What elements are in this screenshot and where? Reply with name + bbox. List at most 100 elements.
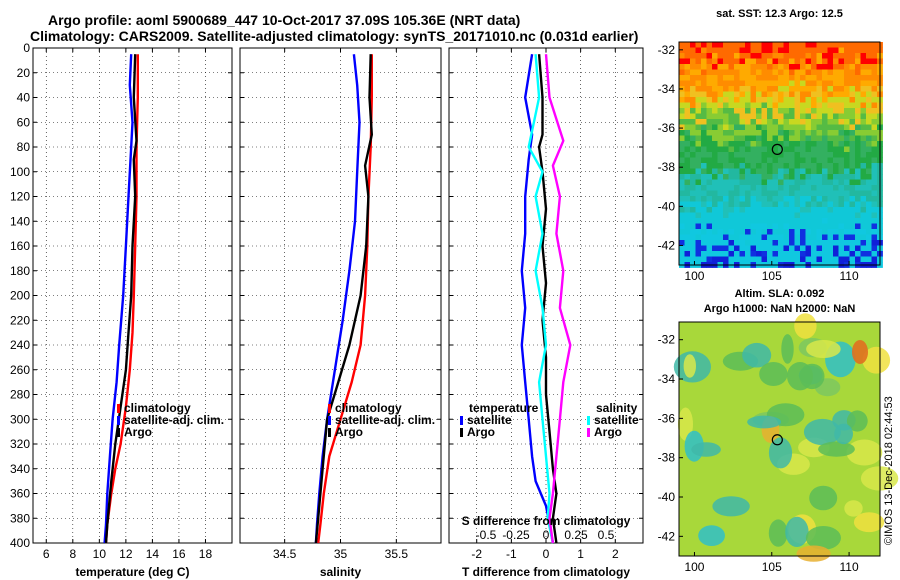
- map-cell: [816, 240, 823, 246]
- map-cell: [701, 152, 707, 158]
- map-x-tick-label: 100: [684, 269, 704, 283]
- map-cell: [871, 141, 878, 147]
- map-cell: [701, 91, 707, 98]
- map-cell: [745, 223, 751, 230]
- map-cell: [789, 212, 795, 219]
- map-cell: [816, 223, 823, 230]
- map-cell: [739, 69, 746, 76]
- map-cell: [701, 69, 707, 76]
- map-cell: [860, 163, 867, 169]
- map-cell: [844, 190, 850, 197]
- map-cell: [739, 240, 746, 246]
- map-cell: [772, 179, 779, 186]
- map-cell: [745, 240, 751, 246]
- map-cell: [800, 212, 806, 219]
- map-cell: [860, 141, 867, 147]
- map-cell: [866, 119, 872, 125]
- map-cell: [761, 179, 768, 186]
- map-cell: [871, 130, 878, 136]
- map-cell: [734, 245, 740, 252]
- map-cell: [690, 102, 696, 109]
- map-cell: [723, 185, 729, 191]
- map-cell: [728, 245, 735, 252]
- map-cell: [811, 64, 817, 70]
- map-cell: [811, 234, 817, 241]
- map-cell: [750, 86, 757, 92]
- map-cell: [767, 91, 773, 98]
- map-cell: [816, 64, 823, 70]
- map-cell: [838, 69, 845, 76]
- map-cell: [750, 102, 757, 109]
- map-cell: [761, 69, 768, 76]
- map-cell: [690, 91, 696, 98]
- map-cell: [701, 251, 707, 257]
- map-cell: [789, 179, 795, 186]
- map-cell: [838, 108, 845, 114]
- map-cell: [800, 80, 806, 87]
- map-cell: [849, 80, 856, 87]
- map-cell: [822, 135, 828, 142]
- map-cell: [805, 168, 812, 175]
- map-cell: [855, 97, 861, 103]
- map-cell: [849, 185, 856, 191]
- map-cell: [789, 75, 795, 81]
- map-cell: [822, 64, 828, 70]
- map-cell: [794, 80, 801, 87]
- map-cell: [800, 58, 806, 65]
- map-cell: [717, 240, 724, 246]
- map-cell: [717, 47, 724, 54]
- map-cell: [833, 251, 839, 257]
- legend-label: Argo: [467, 425, 495, 439]
- map-cell: [838, 42, 845, 48]
- map-cell: [849, 108, 856, 114]
- map-cell: [838, 201, 845, 208]
- map-cell: [855, 201, 861, 208]
- map-cell: [822, 130, 828, 136]
- map-cell: [860, 174, 867, 180]
- map-cell: [800, 97, 806, 103]
- map-cell: [844, 130, 850, 136]
- map-cell: [717, 201, 724, 208]
- map-cell: [805, 223, 812, 230]
- map-cell: [750, 108, 757, 114]
- map-cell: [679, 174, 685, 180]
- map-cell: [805, 64, 812, 70]
- map-cell: [866, 185, 872, 191]
- legend-swatch: [587, 428, 590, 437]
- map-cell: [717, 223, 724, 230]
- map-cell: [844, 251, 850, 257]
- map-cell: [695, 251, 702, 257]
- map-cell: [871, 190, 878, 197]
- map-cell: [822, 207, 828, 213]
- map-cell: [866, 91, 872, 98]
- map-cell: [822, 146, 828, 153]
- map-cell: [849, 91, 856, 98]
- map-cells: [673, 313, 899, 562]
- map-cell: [789, 245, 795, 252]
- map-cell: [728, 69, 735, 76]
- map-cell: [684, 53, 691, 59]
- map-cell: [822, 80, 828, 87]
- map-cell: [800, 245, 806, 252]
- map-cell: [805, 212, 812, 219]
- map-cell: [871, 256, 878, 263]
- map-cell: [849, 190, 856, 197]
- map-cell: [695, 163, 702, 169]
- map-cell: [701, 168, 707, 175]
- map-cell: [695, 102, 702, 109]
- map-cell: [728, 108, 735, 114]
- map-cell: [827, 152, 834, 158]
- map-cell: [684, 218, 691, 224]
- map-cell: [767, 86, 773, 92]
- map-cell: [701, 157, 707, 164]
- map-cell: [701, 212, 707, 219]
- map-cell: [695, 179, 702, 186]
- map-blob: [691, 442, 721, 457]
- map-cell: [860, 185, 867, 191]
- map-cell: [761, 212, 768, 219]
- map-cell: [761, 174, 768, 180]
- map-cell: [750, 240, 757, 246]
- map-cell: [712, 223, 718, 230]
- legend-label: Argo: [594, 425, 622, 439]
- map-cell: [800, 190, 806, 197]
